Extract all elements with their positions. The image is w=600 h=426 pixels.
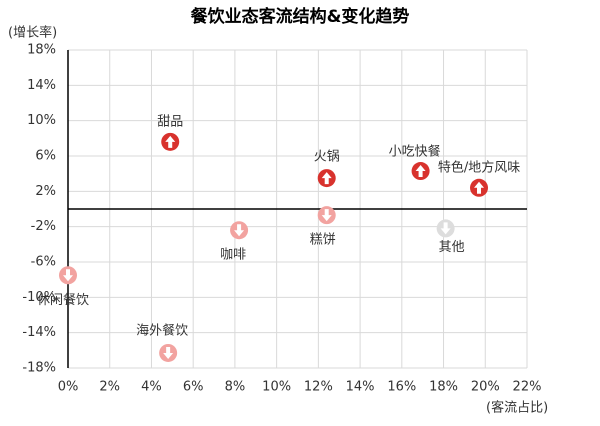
marker-arrow [163, 346, 174, 359]
point-label: 糕饼 [310, 233, 336, 248]
y-tick-label: -14% [22, 325, 56, 340]
y-tick-label: 14% [27, 78, 56, 93]
x-tick-label: 12% [304, 380, 333, 395]
y-tick-label: -6% [31, 255, 56, 270]
point-label: 特色/地方风味 [438, 159, 520, 175]
x-axis-label: (客流占比) [486, 400, 548, 416]
x-tick-label: 6% [183, 380, 204, 395]
y-tick-label: 2% [35, 184, 56, 199]
marker-arrow [321, 209, 332, 222]
y-tick-label: 6% [35, 149, 56, 164]
point-label: 甜品 [157, 113, 183, 129]
x-tick-label: 0% [58, 380, 79, 395]
point-label: 其他 [439, 240, 465, 255]
x-tick-label: 22% [513, 380, 542, 395]
marker-arrow [474, 181, 485, 194]
y-tick-label: 18% [27, 43, 56, 58]
x-tick-label: 8% [225, 380, 246, 395]
x-tick-label: 4% [141, 380, 162, 395]
marker-arrow [321, 172, 332, 185]
x-tick-label: 18% [429, 380, 458, 395]
marker-arrow [234, 224, 245, 237]
chart-title: 餐饮业态客流结构&变化趋势 [191, 6, 410, 27]
x-tick-label: 20% [471, 380, 500, 395]
y-tick-label: -18% [22, 361, 56, 376]
x-tick-label: 2% [99, 380, 120, 395]
y-tick-label: -10% [22, 290, 56, 305]
marker-arrow [415, 165, 426, 178]
point-label: 小吃快餐 [389, 144, 441, 160]
x-tick-label: 14% [346, 380, 375, 395]
marker-arrow [165, 135, 176, 148]
point-label: 海外餐饮 [136, 322, 188, 338]
y-tick-label: -2% [31, 219, 56, 234]
marker-arrow [63, 269, 73, 282]
x-tick-label: 10% [262, 380, 291, 395]
y-tick-label: 10% [27, 113, 56, 128]
point-label: 火锅 [314, 149, 340, 165]
x-tick-label: 16% [387, 380, 416, 395]
marker-arrow [440, 222, 451, 235]
point-label: 咖啡 [220, 248, 246, 263]
point-label: 休闲餐饮 [37, 292, 89, 308]
y-axis-label: (增长率) [8, 25, 57, 41]
